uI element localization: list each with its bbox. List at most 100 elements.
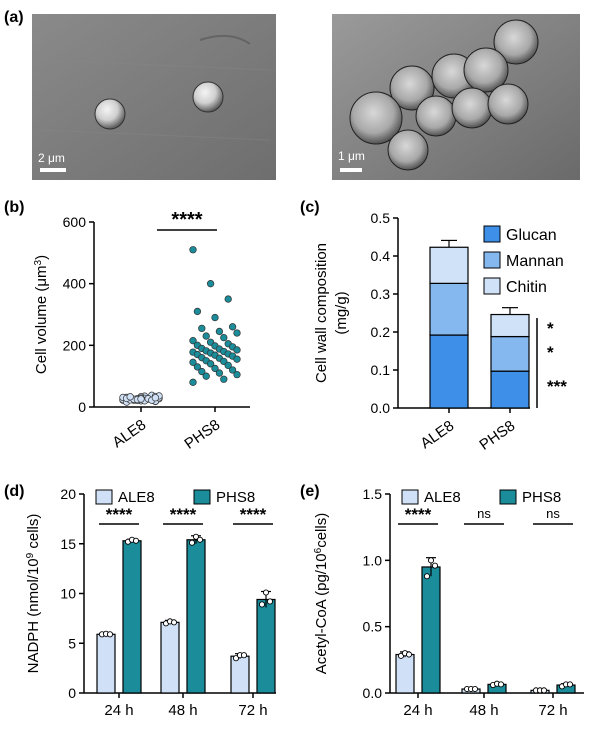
data-point	[497, 681, 505, 688]
data-point	[224, 295, 232, 303]
data-point	[151, 394, 160, 402]
data-point	[137, 395, 145, 403]
scale-bar-label: 2 μm	[38, 151, 65, 165]
x-tick-label: 24 h	[403, 702, 432, 719]
data-point	[206, 360, 215, 368]
data-point	[228, 323, 237, 331]
data-point	[228, 366, 237, 374]
legend-label: Glucan	[506, 227, 557, 244]
significance-label: ****	[170, 505, 197, 524]
chart-d-nadph: 0 5 10 15 20 NADPH (nmol/109 cells) 24 h **** 48…	[25, 486, 276, 719]
y-tick-label: 5	[68, 635, 76, 651]
yeast-cell	[192, 81, 224, 113]
yeast-cell	[463, 47, 509, 93]
data-point	[189, 246, 197, 254]
legend-swatch	[483, 277, 501, 295]
legend-label: PHS8	[522, 489, 561, 506]
data-point	[220, 333, 228, 342]
y-tick-label: 15	[60, 536, 76, 552]
yeast-cell	[389, 65, 435, 111]
data-point	[211, 313, 219, 322]
legend-label: PHS8	[216, 489, 255, 506]
legend-swatch	[483, 251, 501, 269]
y-axis-label: Cell wall composition (mg/g)	[313, 243, 350, 383]
bar-segment	[490, 370, 530, 409]
y-tick-label: 0	[68, 685, 76, 701]
data-point	[224, 361, 232, 370]
data-point	[189, 337, 197, 345]
data-point	[198, 367, 206, 376]
data-point	[106, 631, 114, 638]
legend-label: ALE8	[424, 489, 461, 506]
x-tick-label: ALE8	[417, 417, 457, 452]
y-tick-label: 1.0	[363, 552, 383, 568]
panel-label-d: (d)	[4, 483, 24, 500]
y-tick-label: 400	[63, 276, 87, 292]
legend-swatch	[499, 489, 517, 505]
y-tick-label: 0.0	[371, 400, 391, 416]
panel-label-b: (b)	[4, 199, 24, 216]
data-point	[132, 537, 140, 544]
x-tick-label: 48 h	[469, 702, 498, 719]
y-tick-label: 0.4	[371, 248, 391, 264]
panel-label-a: (a)	[4, 9, 24, 26]
significance-label: ns	[546, 506, 560, 521]
scale-bar	[40, 168, 66, 172]
data-point	[233, 370, 241, 379]
significance-label: ****	[240, 505, 267, 524]
data-point	[262, 589, 270, 596]
bar	[395, 653, 415, 694]
y-tick-label: 0.3	[371, 286, 391, 302]
data-point	[189, 358, 197, 366]
data-point	[427, 557, 435, 564]
x-tick-label: PHS8	[476, 417, 518, 453]
yeast-cell	[487, 83, 529, 125]
significance-label: ****	[106, 505, 133, 524]
chart-b-cell-volume: 0 200 400 600 Cell volume (μm3) ALE8 PHS8 ****	[33, 209, 250, 453]
data-point	[566, 681, 574, 688]
yeast-cell	[387, 129, 429, 171]
legend-label: ALE8	[118, 489, 155, 506]
y-tick-label: 0.2	[371, 324, 391, 340]
y-tick-label: 0.5	[371, 210, 391, 226]
x-tick-label: ALE8	[109, 416, 149, 451]
significance-label: *	[547, 319, 554, 338]
legend-swatch	[483, 225, 501, 243]
bar	[256, 598, 276, 694]
y-tick-label: 0	[78, 399, 86, 415]
data-point	[188, 539, 196, 546]
bar	[230, 655, 250, 694]
data-point	[233, 346, 241, 354]
bar-segment	[429, 246, 469, 284]
data-point	[202, 332, 210, 340]
bar	[421, 566, 441, 694]
significance-label: ****	[405, 505, 432, 524]
y-tick-label: 20	[60, 486, 76, 502]
legend-swatch	[193, 489, 211, 505]
significance-label: ***	[547, 377, 567, 396]
data-point	[405, 651, 413, 658]
y-tick-label: 1.5	[363, 486, 383, 502]
chart-e-acetyl-coa: 0.0 0.5 1.0 1.5 Acetyl-CoA (pg/106cells) 24 h…	[313, 486, 584, 719]
legend-swatch	[401, 489, 419, 505]
sem-image-left: 2 μm	[32, 14, 276, 180]
y-tick-label: 200	[63, 337, 87, 353]
data-point	[206, 280, 215, 288]
data-point	[220, 375, 228, 383]
yeast-cell	[451, 87, 493, 129]
y-tick-label: 0.0	[363, 685, 383, 701]
y-axis-label: NADPH (nmol/109 cells)	[25, 514, 43, 674]
data-point	[202, 372, 210, 380]
y-tick-label: 0.1	[371, 362, 391, 378]
data-point	[423, 573, 431, 580]
chart-c-cell-wall: 0.0 0.1 0.2 0.3 0.4 0.5 Cell wall composition(…	[313, 210, 567, 454]
data-point	[258, 601, 266, 608]
significance-label: *	[547, 343, 554, 362]
data-point	[431, 562, 439, 569]
x-tick-label: 72 h	[538, 702, 567, 719]
legend-label: Chitin	[506, 279, 547, 296]
x-tick-label: 24 h	[104, 702, 133, 719]
bar-segment	[429, 334, 469, 409]
bar	[122, 540, 142, 694]
data-point	[471, 685, 479, 693]
